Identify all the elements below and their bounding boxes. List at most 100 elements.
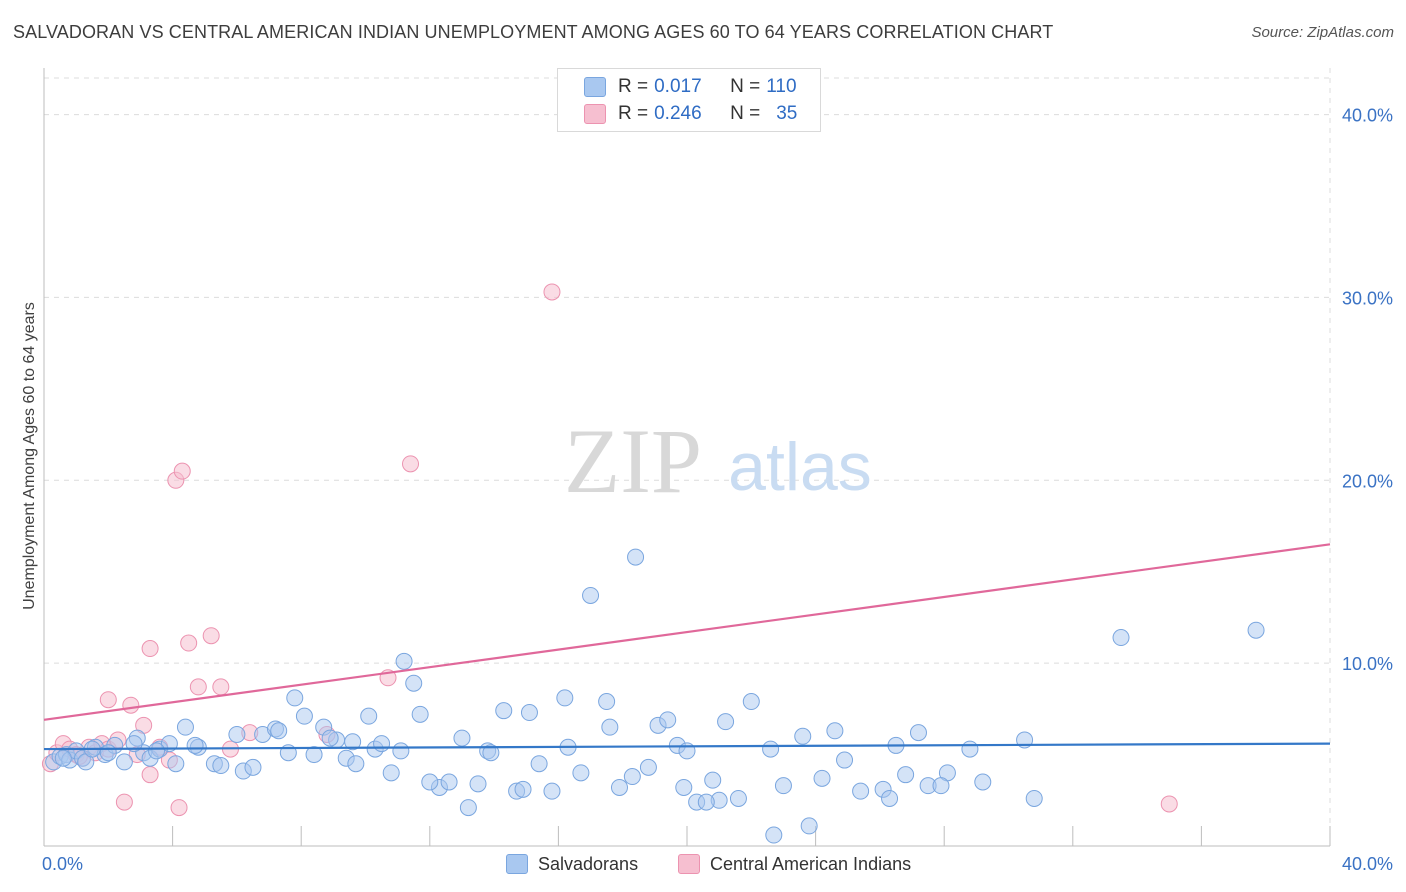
legend-n-value: 35 <box>776 103 798 124</box>
data-point-salvadorans <box>382 764 400 782</box>
legend-r-label: R = <box>618 76 649 97</box>
data-point-salvadorans <box>495 702 513 720</box>
data-point-salvadorans <box>321 729 339 747</box>
data-point-salvadorans <box>765 826 783 844</box>
data-point-salvadorans <box>228 725 246 743</box>
data-point-central-american-indians <box>543 283 561 301</box>
data-point-salvadorans <box>459 799 477 817</box>
data-point-salvadorans <box>373 735 391 753</box>
data-point-salvadorans <box>627 548 645 566</box>
data-point-central-american-indians <box>202 627 220 645</box>
trend-lines <box>43 543 1331 751</box>
data-point-central-american-indians <box>189 678 207 696</box>
data-point-salvadorans <box>794 727 812 745</box>
legend-row-central-american-indians: R = 0.246 N = 35 <box>584 102 797 126</box>
data-point-salvadorans <box>347 755 365 773</box>
data-point-central-american-indians <box>122 696 140 714</box>
legend-n-label: N = <box>730 103 761 124</box>
data-point-salvadorans <box>514 780 532 798</box>
legend-n-label: N = <box>730 76 761 97</box>
trend-line-central-american-indians <box>43 543 1331 721</box>
data-point-salvadorans <box>897 766 915 784</box>
y-tick-label: 30.0% <box>1342 288 1393 308</box>
bottom-legend-swatch-blue <box>506 854 528 874</box>
data-point-salvadorans <box>601 718 619 736</box>
data-point-salvadorans <box>176 718 194 736</box>
data-point-salvadorans <box>115 753 133 771</box>
data-point-salvadorans <box>360 707 378 725</box>
legend-swatch-blue <box>584 77 606 97</box>
data-point-central-american-indians <box>212 678 230 696</box>
data-point-salvadorans <box>440 773 458 791</box>
data-point-salvadorans <box>598 693 616 711</box>
data-point-salvadorans <box>295 707 313 725</box>
data-point-salvadorans <box>212 757 230 775</box>
data-point-salvadorans <box>344 733 362 751</box>
legend-r-value: 0.017 <box>654 76 702 97</box>
data-point-salvadorans <box>411 705 429 723</box>
data-point-central-american-indians <box>141 766 159 784</box>
bottom-legend-salvadorans: Salvadorans <box>506 852 638 876</box>
data-point-central-american-indians <box>402 455 420 473</box>
data-point-salvadorans <box>395 652 413 670</box>
data-point-salvadorans <box>148 742 166 760</box>
data-point-salvadorans <box>697 793 715 811</box>
data-point-central-american-indians <box>99 691 117 709</box>
data-point-salvadorans <box>244 758 262 776</box>
bottom-legend-swatch-pink <box>678 854 700 874</box>
data-point-salvadorans <box>530 755 548 773</box>
data-point-salvadorans <box>623 768 641 786</box>
data-point-salvadorans <box>762 740 780 758</box>
data-point-salvadorans <box>881 789 899 807</box>
legend-row-salvadorans: R = 0.017 N = 110 <box>584 75 797 99</box>
watermark-zip: ZIP <box>564 410 702 512</box>
y-tick-label: 40.0% <box>1342 106 1393 126</box>
x-tick-label: 40.0% <box>1342 854 1393 874</box>
y-tick-label: 10.0% <box>1342 654 1393 674</box>
bottom-legend-label: Salvadorans <box>538 853 639 874</box>
data-point-salvadorans <box>405 674 423 692</box>
data-point-salvadorans <box>1112 629 1130 647</box>
data-point-salvadorans <box>520 704 538 722</box>
data-point-salvadorans <box>543 782 561 800</box>
data-point-salvadorans <box>675 778 693 796</box>
legend-n-value: 110 <box>766 76 797 97</box>
data-point-salvadorans <box>800 817 818 835</box>
axis-ticks <box>43 826 1331 846</box>
data-point-salvadorans <box>974 773 992 791</box>
data-point-salvadorans <box>610 778 628 796</box>
series-central-american-indians <box>41 283 1178 817</box>
series-salvadorans <box>45 548 1265 844</box>
data-point-salvadorans <box>659 711 677 729</box>
data-point-salvadorans <box>469 775 487 793</box>
data-point-central-american-indians <box>141 640 159 658</box>
source-credit: Source: ZipAtlas.com <box>1251 24 1394 41</box>
watermark: ZIP atlas <box>564 410 872 512</box>
bottom-legend-label: Central American Indians <box>710 853 912 874</box>
data-point-salvadorans <box>813 769 831 787</box>
data-point-salvadorans <box>99 744 117 762</box>
data-point-salvadorans <box>453 729 471 747</box>
data-point-salvadorans <box>961 740 979 758</box>
data-point-salvadorans <box>717 713 735 731</box>
trend-line-salvadorans <box>43 742 1331 751</box>
data-point-salvadorans <box>392 742 410 760</box>
data-point-salvadorans <box>826 722 844 740</box>
y-axis-label: Unemployment Among Ages 60 to 64 years <box>21 302 38 610</box>
data-point-salvadorans <box>932 777 950 795</box>
data-point-salvadorans <box>836 751 854 769</box>
data-point-salvadorans <box>729 789 747 807</box>
data-point-salvadorans <box>852 782 870 800</box>
data-point-central-american-indians <box>115 793 133 811</box>
data-point-salvadorans <box>286 689 304 707</box>
data-point-salvadorans <box>704 771 722 789</box>
data-point-salvadorans <box>167 755 185 773</box>
data-point-salvadorans <box>186 736 204 754</box>
data-point-salvadorans <box>572 764 590 782</box>
data-point-central-american-indians <box>170 799 188 817</box>
data-point-salvadorans <box>421 773 439 791</box>
y-tick-label: 20.0% <box>1342 471 1393 491</box>
data-point-salvadorans <box>1247 621 1265 639</box>
legend-swatch-pink <box>584 104 606 124</box>
data-point-salvadorans <box>774 777 792 795</box>
